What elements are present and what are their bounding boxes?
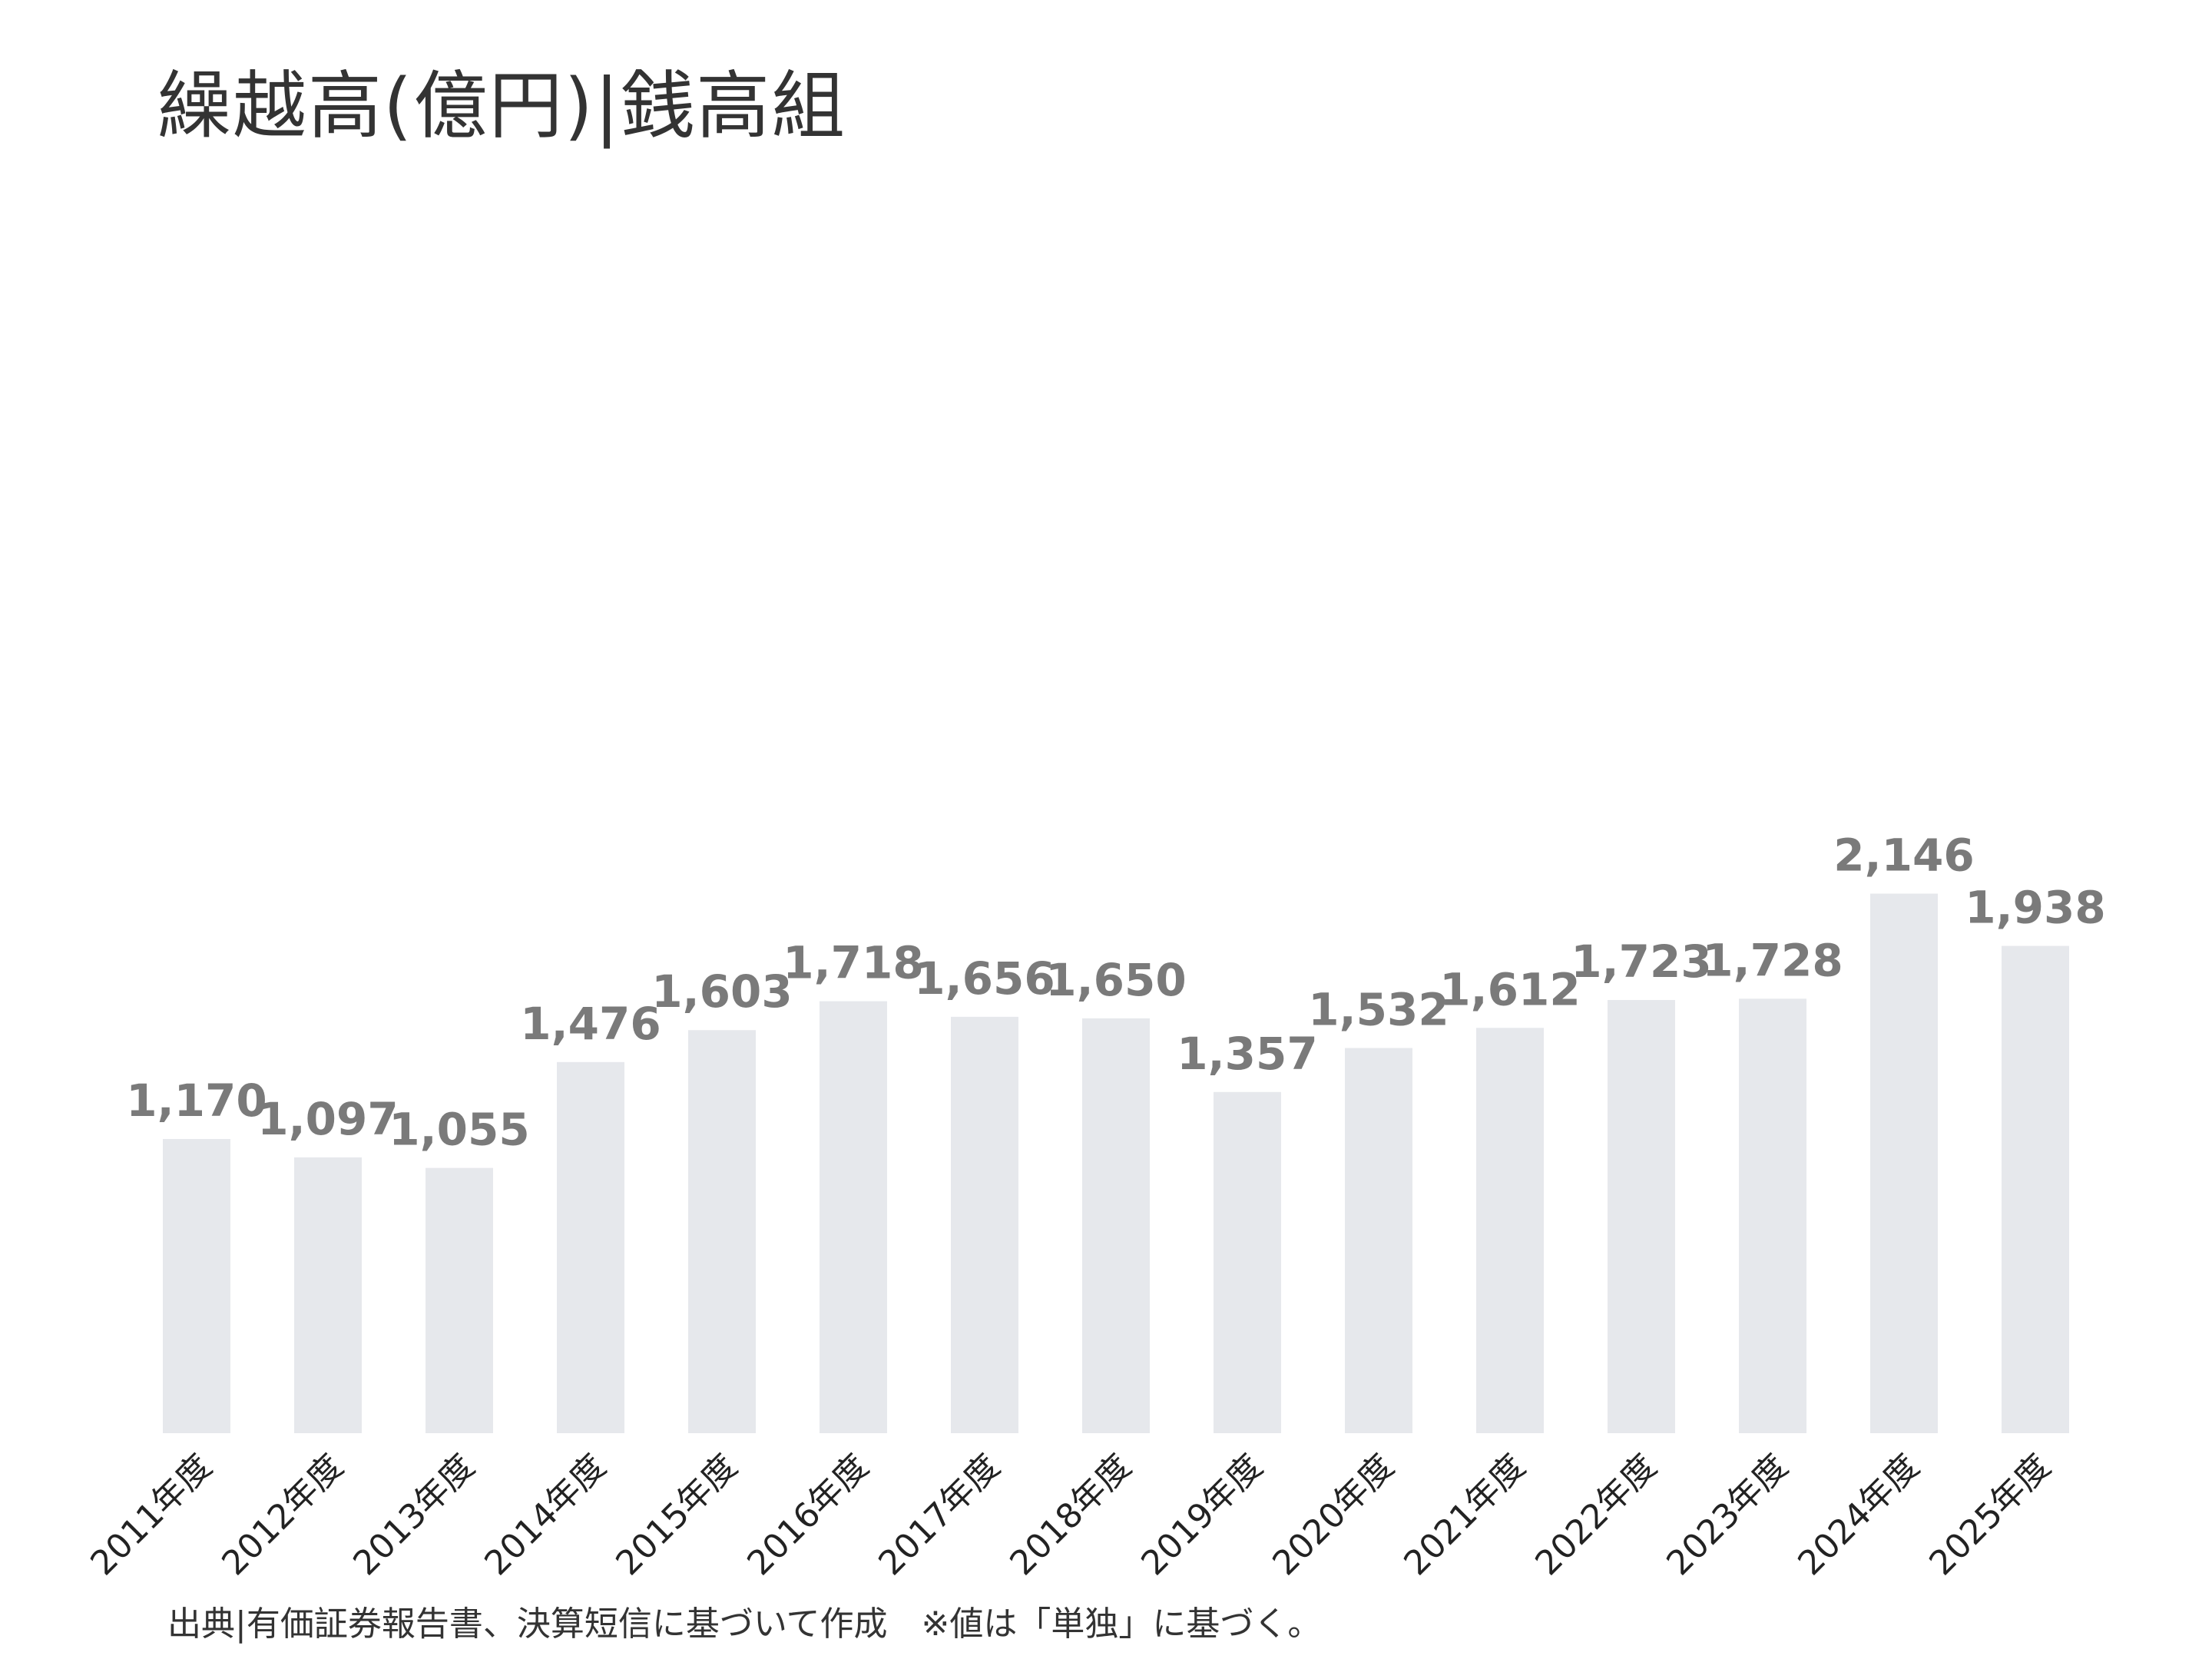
bar-2019年度 — [1214, 1091, 1281, 1433]
x-tick-label: 2017年度 — [871, 1447, 1007, 1583]
x-tick-label: 2018年度 — [1002, 1447, 1138, 1583]
bar-2017年度 — [951, 1016, 1018, 1433]
bar-2020年度 — [1345, 1048, 1412, 1433]
bar-2021年度 — [1476, 1028, 1544, 1433]
x-tick-label: 2016年度 — [740, 1447, 876, 1583]
value-label: 1,357 — [1177, 1028, 1317, 1080]
bar-2012年度 — [294, 1157, 362, 1433]
bar-2014年度 — [557, 1061, 624, 1433]
bar-group — [163, 893, 2069, 1433]
bar-2023年度 — [1739, 998, 1806, 1433]
value-label: 1,476 — [520, 998, 661, 1050]
value-label: 1,718 — [783, 937, 923, 989]
value-label: 1,055 — [389, 1104, 529, 1156]
x-tick-label: 2020年度 — [1265, 1447, 1401, 1583]
x-tick-label: 2022年度 — [1528, 1447, 1664, 1583]
x-tick-label: 2015年度 — [608, 1447, 744, 1583]
x-tick-label: 2023年度 — [1659, 1447, 1795, 1583]
bar-2018年度 — [1082, 1018, 1150, 1433]
x-tick-label: 2019年度 — [1134, 1447, 1270, 1583]
x-tick-label: 2012年度 — [214, 1447, 350, 1583]
value-label: 1,650 — [1045, 954, 1186, 1006]
x-tick-label: 2013年度 — [346, 1447, 482, 1583]
x-tick-label: 2011年度 — [83, 1447, 219, 1583]
x-tick-label: 2025年度 — [1922, 1447, 2058, 1583]
bar-2011年度 — [163, 1138, 230, 1433]
source-note: 出典|有価証券報告書、決算短信に基づいて作成 ※値は「単独」に基づく。 — [167, 1604, 1322, 1644]
bar-2024年度 — [1870, 893, 1938, 1433]
bar-2013年度 — [426, 1167, 493, 1433]
bar-2022年度 — [1608, 999, 1675, 1433]
value-label: 1,938 — [1965, 882, 2105, 934]
value-label: 1,656 — [914, 952, 1055, 1005]
value-label: 1,532 — [1308, 983, 1449, 1035]
chart-title: 繰越高(億円)|銭高組 — [157, 63, 847, 149]
bar-2025年度 — [2002, 945, 2069, 1433]
x-tick-label: 2021年度 — [1396, 1447, 1532, 1583]
value-label: 1,170 — [126, 1075, 267, 1127]
value-label: 2,146 — [1833, 829, 1974, 881]
value-label: 1,603 — [651, 965, 792, 1018]
value-label: 1,723 — [1571, 935, 1711, 988]
bar-2016年度 — [820, 1001, 887, 1433]
x-tick-label: 2014年度 — [477, 1447, 613, 1583]
x-tick-label-group: 2011年度2012年度2013年度2014年度2015年度2016年度2017… — [83, 1447, 2058, 1583]
value-label: 1,097 — [257, 1093, 398, 1145]
value-label: 1,728 — [1702, 934, 1843, 986]
x-tick-label: 2024年度 — [1790, 1447, 1926, 1583]
value-label: 1,612 — [1439, 963, 1580, 1015]
bar-2015年度 — [688, 1030, 756, 1433]
